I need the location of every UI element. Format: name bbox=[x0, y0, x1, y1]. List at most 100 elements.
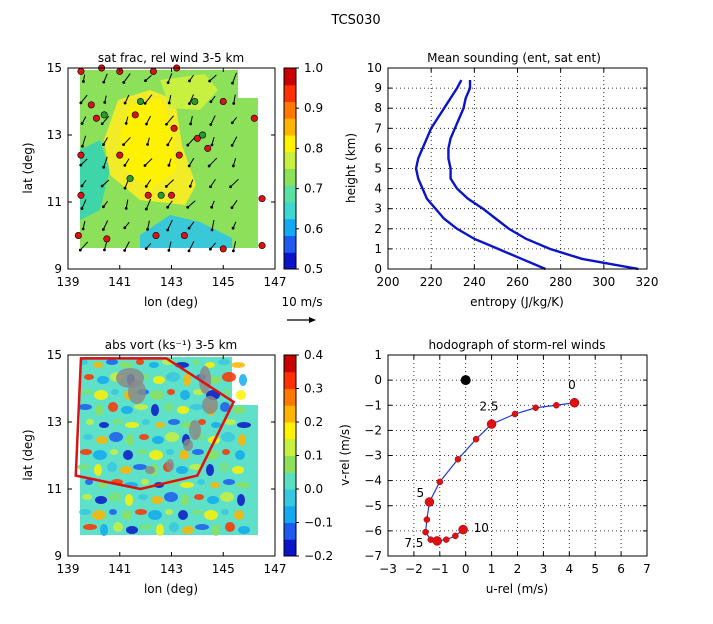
wind-arrow-head bbox=[80, 207, 84, 210]
vort-blob bbox=[167, 389, 175, 395]
y-tick-label: −2 bbox=[364, 423, 382, 437]
vort-blob bbox=[84, 374, 94, 380]
y-tick-label: 1 bbox=[374, 242, 382, 256]
wind-arrow bbox=[208, 157, 218, 167]
red-dot bbox=[87, 101, 95, 109]
wind-arrow-head bbox=[144, 79, 147, 83]
wind-arrow bbox=[166, 179, 174, 187]
x-axis-label: lon (deg) bbox=[144, 582, 198, 596]
cloud-blob bbox=[183, 439, 193, 451]
vort-blob bbox=[153, 376, 165, 384]
cloud-blob bbox=[166, 459, 174, 471]
panel-sat-frac-title: sat frac, rel wind 3-5 km bbox=[98, 51, 244, 65]
wind-arrow-head bbox=[166, 228, 170, 232]
wind-arrow-head bbox=[167, 248, 171, 252]
x-tick-label: 4 bbox=[565, 562, 573, 576]
wind-arrow bbox=[79, 241, 89, 251]
colorbar-segment bbox=[284, 235, 296, 253]
vort-blob bbox=[238, 434, 246, 446]
sounding-line bbox=[447, 80, 639, 271]
vort-blob bbox=[139, 524, 153, 530]
wind-arrow-head bbox=[187, 226, 191, 230]
wind-arrow-head bbox=[100, 184, 104, 188]
green-dot bbox=[199, 131, 207, 139]
panel-sounding: Mean sounding (ent, sat ent) 200 220 240 26… bbox=[344, 51, 658, 309]
colorbar-segment bbox=[284, 355, 296, 373]
vort-blob bbox=[149, 450, 163, 460]
red-dot bbox=[250, 114, 258, 122]
wind-arrow bbox=[80, 94, 88, 104]
vort-blob bbox=[98, 482, 108, 488]
wind-arrow-head bbox=[166, 81, 170, 85]
wind-arrow bbox=[167, 136, 173, 146]
time-annotation: 2.5 bbox=[479, 399, 498, 413]
y-tick-label: 13 bbox=[47, 415, 62, 429]
red-dot bbox=[92, 114, 100, 122]
vort-blob bbox=[113, 522, 123, 532]
wind-arrow-head bbox=[167, 101, 171, 105]
colorbar-segment bbox=[284, 84, 296, 102]
green-dot bbox=[191, 98, 199, 106]
wind-arrow-head bbox=[124, 121, 128, 125]
wind-arrow-head bbox=[232, 102, 236, 105]
vort-blob bbox=[232, 466, 244, 474]
y-tick-label: 11 bbox=[47, 482, 62, 496]
wind-arrow-head bbox=[144, 207, 148, 211]
wind-arrow bbox=[232, 72, 237, 84]
x-tick-label: 141 bbox=[108, 275, 131, 289]
x-tick-label: 260 bbox=[506, 275, 529, 289]
y-axis-label: lat (deg) bbox=[21, 142, 35, 193]
wind-arrow bbox=[147, 220, 150, 230]
vort-blob bbox=[150, 390, 164, 400]
colorbar-tick-label: 0.4 bbox=[304, 348, 323, 362]
colorbar-segment bbox=[284, 118, 296, 136]
colorbar-segment bbox=[284, 539, 296, 557]
hodograph-point bbox=[472, 435, 480, 443]
vort-blob bbox=[222, 449, 230, 455]
wind-arrow bbox=[125, 199, 129, 209]
colorbar-segment bbox=[284, 252, 296, 270]
vort-blob bbox=[79, 509, 91, 515]
wind-arrow bbox=[124, 241, 130, 251]
wind-arrow bbox=[103, 73, 108, 83]
vort-blob bbox=[236, 390, 246, 400]
axis-ticks: 139 141 143 145 147 9 11 13 15 bbox=[47, 348, 287, 576]
vort-blob bbox=[209, 376, 221, 384]
wind-arrow bbox=[101, 115, 110, 125]
wind-arrow-head bbox=[230, 121, 234, 125]
vort-blob bbox=[192, 449, 204, 455]
y-tick-label: 15 bbox=[47, 348, 62, 362]
wind-arrow-head bbox=[81, 80, 85, 83]
wind-arrow-head bbox=[209, 123, 213, 126]
vort-blob bbox=[221, 432, 235, 442]
figure-title: TCS030 bbox=[330, 13, 380, 28]
hodograph-line: 0 2.5 5 7.5 10 bbox=[404, 375, 580, 550]
wind-arrow-head bbox=[207, 164, 211, 168]
x-tick-label: 5 bbox=[591, 562, 599, 576]
x-tick-label: 3 bbox=[540, 562, 548, 576]
hodograph-major-point bbox=[424, 497, 435, 507]
wind-scale-arrow bbox=[287, 317, 316, 323]
vort-blob bbox=[82, 494, 92, 500]
colorbar-tick-label: 0.5 bbox=[304, 262, 323, 276]
y-tick-label: 4 bbox=[374, 182, 382, 196]
vort-blobs bbox=[77, 359, 251, 536]
x-tick-label: −2 bbox=[405, 562, 423, 576]
red-dot bbox=[170, 124, 178, 132]
x-tick-label: 147 bbox=[264, 562, 287, 576]
panel-abs-vort: abs vort (ks⁻¹) 3-5 km 139 141 143 145 14791… bbox=[21, 338, 333, 596]
colorbar-segment bbox=[284, 405, 296, 423]
wind-arrow-head bbox=[230, 144, 234, 147]
colorbar-segment bbox=[284, 455, 296, 473]
wind-arrow bbox=[230, 178, 239, 188]
colorbar-tick-label: 0.8 bbox=[304, 141, 323, 155]
vort-blob bbox=[225, 522, 235, 532]
y-tick-label: 10 bbox=[367, 61, 382, 75]
vort-blob bbox=[106, 359, 118, 365]
vort-blob bbox=[109, 432, 123, 442]
y-axis-label: height (km) bbox=[344, 133, 358, 203]
y-tick-label: 15 bbox=[47, 61, 62, 75]
grid bbox=[388, 68, 647, 269]
x-tick-label: 280 bbox=[549, 275, 572, 289]
red-dot bbox=[258, 242, 266, 250]
